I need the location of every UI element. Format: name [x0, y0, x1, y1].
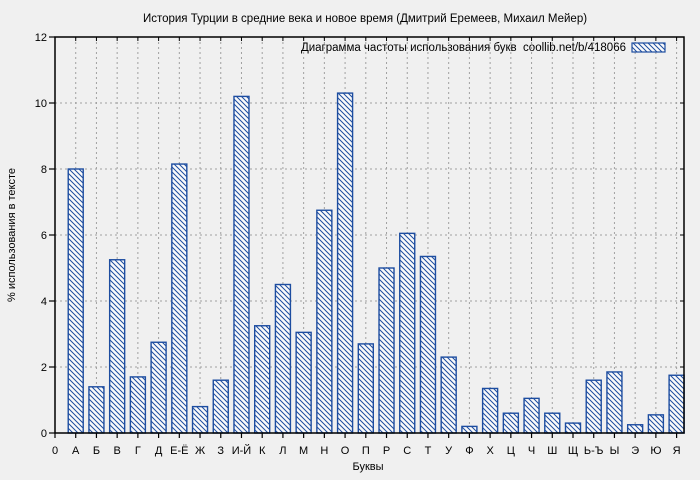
x-tick-label-Ю: Ю: [650, 445, 661, 457]
x-tick-label-И-Й: И-Й: [232, 444, 251, 457]
y-tick-label-0: 0: [41, 428, 47, 440]
bar-О: [336, 92, 354, 434]
x-tick-label-origin: 0: [52, 445, 58, 457]
y-tick-label-12: 12: [35, 32, 47, 44]
bar-Г: [129, 376, 147, 434]
bar-Б: [88, 386, 105, 434]
plot-area: 0 2 4 6 8 10 12 0 А Б В Г Д Е-Ё Ж З И-Й К Л М Н О П Р С Т У Ф Х Ц Ч Ш Щ Ь…: [35, 32, 685, 457]
bar-Д: [150, 341, 167, 434]
x-tick-label-В: В: [113, 445, 120, 457]
bar-Ь-Ъ: [585, 379, 602, 434]
bar-Ч: [523, 397, 540, 434]
bar-У: [440, 356, 457, 434]
x-tick-label-Ш: Ш: [547, 445, 557, 457]
bar-И-Й: [233, 95, 250, 434]
y-axis-label: % использования в тексте: [6, 168, 18, 302]
x-tick-label-Ч: Ч: [528, 445, 535, 457]
x-tick-label-Я: Я: [673, 445, 681, 457]
bar-А: [67, 168, 84, 434]
bar-З: [212, 379, 229, 434]
x-tick-label-П: П: [362, 445, 370, 457]
x-tick-label-Л: Л: [279, 445, 286, 457]
y-tick-label-10: 10: [35, 98, 47, 110]
bar-Т: [419, 255, 437, 434]
x-tick-label-Т: Т: [425, 445, 432, 457]
y-tick-label-2: 2: [41, 362, 47, 374]
y-tick-label-4: 4: [41, 296, 47, 308]
x-tick-label-М: М: [299, 445, 308, 457]
x-tick-label-Р: Р: [383, 445, 390, 457]
x-tick-label-З: З: [217, 445, 224, 457]
x-tick-label-Д: Д: [155, 445, 163, 457]
x-tick-label-У: У: [445, 445, 453, 457]
y-tick-label-6: 6: [41, 230, 47, 242]
bar-С: [399, 232, 416, 434]
legend-swatch-icon: [631, 42, 666, 53]
bar-Ц: [502, 412, 520, 434]
bar-Я: [668, 374, 685, 434]
bar-В: [108, 259, 126, 434]
bar-Ф: [461, 425, 478, 434]
x-tick-label-С: С: [403, 445, 411, 457]
x-tick-label-Н: Н: [320, 445, 328, 457]
bar-Ш: [544, 412, 561, 434]
x-axis-label: Буквы: [352, 461, 383, 473]
x-tick-label-Э: Э: [631, 445, 639, 457]
x-tick-label-Е-Ё: Е-Ё: [170, 445, 188, 457]
x-tick-label-Щ: Щ: [568, 445, 578, 457]
bar-Э: [626, 424, 644, 434]
bar-Ы: [606, 371, 623, 434]
x-tick-label-Ц: Ц: [507, 445, 515, 457]
x-tick-label-Ж: Ж: [195, 445, 205, 457]
legend-label: Диаграмма частоты использования букв coo…: [301, 42, 626, 54]
bar-П: [357, 343, 374, 434]
bar-Х: [481, 387, 499, 434]
bar-Р: [378, 267, 395, 434]
x-tick-label-Ы: Ы: [610, 445, 620, 457]
bar-Е-Ё: [171, 163, 188, 434]
x-tick-label-Ф: Ф: [465, 445, 473, 457]
x-tick-label-Г: Г: [135, 445, 141, 457]
y-tick-label-8: 8: [41, 164, 47, 176]
bar-Ж: [191, 405, 209, 434]
bar-Л: [274, 283, 292, 434]
bar-Ю: [647, 414, 665, 434]
bar-М: [295, 331, 312, 434]
bar-Н: [316, 209, 333, 434]
x-tick-label-Ь-Ъ: Ь-Ъ: [584, 445, 604, 457]
x-tick-label-Б: Б: [93, 445, 100, 457]
bar-Щ: [564, 422, 582, 434]
x-tick-label-К: К: [259, 445, 266, 457]
x-tick-label-А: А: [72, 445, 80, 457]
bar-К: [253, 325, 271, 434]
chart-title: История Турции в средние века и новое вр…: [143, 13, 587, 25]
x-tick-label-О: О: [341, 445, 350, 457]
x-tick-label-Х: Х: [486, 445, 494, 457]
